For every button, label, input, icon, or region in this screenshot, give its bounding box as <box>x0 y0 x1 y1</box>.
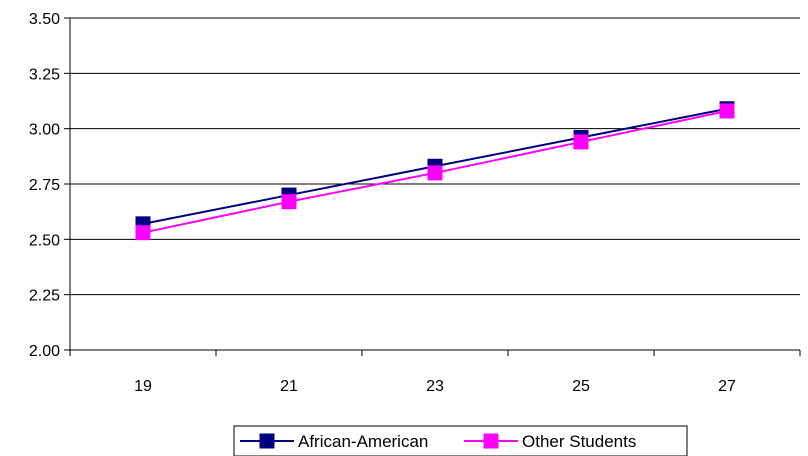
y-tick-label: 3.25 <box>29 66 60 83</box>
y-tick-labels: 2.00 2.25 2.50 2.75 3.00 3.25 3.50 <box>29 11 60 360</box>
data-point-marker <box>719 103 735 119</box>
y-tick-label: 2.50 <box>29 232 60 249</box>
y-tick-label: 2.75 <box>29 177 60 194</box>
legend-label: Other Students <box>522 432 636 451</box>
y-tick-label: 3.50 <box>29 11 60 28</box>
data-point-marker <box>427 165 443 181</box>
x-tick-label: 23 <box>426 378 444 395</box>
data-series <box>135 101 735 241</box>
x-tick-label: 25 <box>572 378 590 395</box>
legend: African-American Other Students <box>233 425 688 456</box>
data-point-marker <box>281 194 297 210</box>
data-point-marker <box>573 134 589 150</box>
x-tick-label: 21 <box>280 378 298 395</box>
legend-box <box>233 425 688 456</box>
legend-label: African-American <box>298 432 428 451</box>
x-tick-label: 19 <box>134 378 152 395</box>
axes <box>64 17 801 356</box>
data-point-marker <box>135 225 151 241</box>
y-tick-label: 2.00 <box>29 343 60 360</box>
gridlines <box>70 17 800 351</box>
x-tick-label: 27 <box>718 378 736 395</box>
y-tick-label: 3.00 <box>29 122 60 139</box>
legend-marker-swatch <box>259 433 275 449</box>
legend-marker-swatch <box>483 433 499 449</box>
x-tick-labels: 19 21 23 25 27 <box>134 378 736 395</box>
y-tick-label: 2.25 <box>29 288 60 305</box>
